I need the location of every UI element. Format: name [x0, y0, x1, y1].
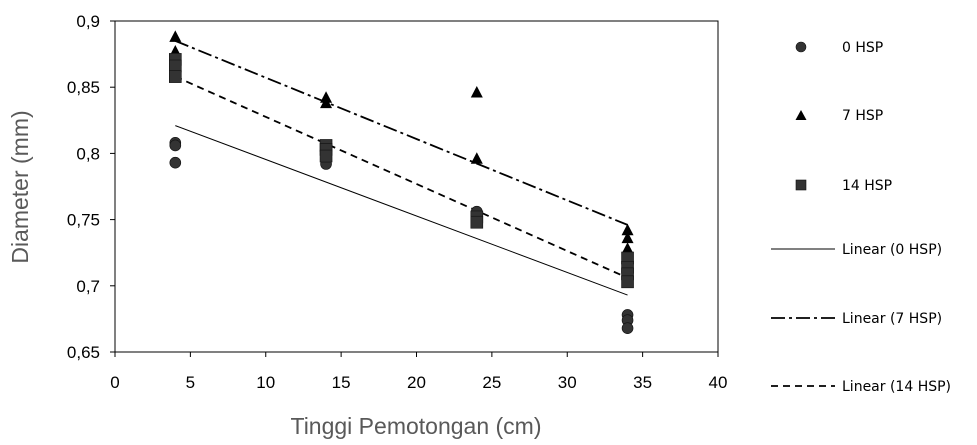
y-tick-label: 0,9 [76, 12, 100, 31]
x-tick-label: 35 [633, 373, 652, 392]
legend-item-linear-0hsp: Linear (0 HSP) [771, 242, 942, 258]
legend-circle-marker [795, 41, 807, 53]
data-point-triangle [621, 231, 634, 244]
y-tick-label: 0,85 [67, 78, 100, 97]
y-tick-label: 0,7 [76, 277, 100, 296]
data-point-triangle [621, 223, 634, 236]
x-tick-label: 30 [558, 373, 577, 392]
legend-item-0hsp: 0 HSP [795, 40, 883, 56]
data-point-triangle [169, 30, 182, 42]
legend-label-linear-14hsp: Linear (14 HSP) [842, 379, 951, 395]
x-tick-label: 25 [482, 373, 501, 392]
plot-area [114, 20, 719, 353]
x-tick-label: 10 [256, 373, 275, 392]
legend-square-marker [795, 179, 807, 191]
trendline-solid [175, 125, 628, 296]
legend: 0 HSP 7 HSP 14 HSP Linear (0 HSP) Linear… [771, 40, 951, 395]
data-point-circle [169, 139, 182, 152]
x-tick-label: 20 [407, 373, 426, 392]
legend-item-linear-14hsp: Linear (14 HSP) [771, 379, 951, 395]
data-point-triangle [470, 85, 483, 98]
y-axis-title: Diameter (mm) [7, 110, 33, 263]
legend-label-linear-7hsp: Linear (7 HSP) [842, 311, 942, 327]
legend-label-14hsp: 14 HSP [842, 178, 892, 194]
trendline-dash-dot [174, 40, 628, 226]
y-tick-label: 0,8 [76, 144, 100, 163]
tick-layer: 0 5 10 15 20 25 30 35 40 0,65 0,7 0,75 0,8 0,85 0,9 [67, 12, 728, 392]
data-point-square [621, 275, 634, 289]
legend-label-7hsp: 7 HSP [842, 108, 883, 124]
legend-item-linear-7hsp: Linear (7 HSP) [771, 311, 942, 327]
legend-triangle-marker [795, 110, 807, 120]
data-point-square [319, 149, 333, 163]
data-point-triangle [470, 152, 483, 164]
legend-label-linear-0hsp: Linear (0 HSP) [842, 242, 942, 258]
data-point-circle [621, 322, 634, 334]
y-tick-label: 0,65 [67, 343, 100, 362]
x-tick-label: 15 [332, 373, 351, 392]
trendline-layer [174, 40, 628, 296]
x-tick-label: 5 [186, 373, 195, 392]
trendline-dash [174, 75, 628, 279]
legend-label-0hsp: 0 HSP [842, 40, 883, 56]
x-tick-label: 0 [110, 373, 119, 392]
data-point-circle [169, 156, 182, 169]
legend-item-14hsp: 14 HSP [795, 178, 892, 194]
data-point-square [169, 59, 182, 73]
data-point-square [470, 215, 484, 229]
points-layer [169, 30, 634, 334]
data-point-square [169, 70, 182, 83]
y-tick-label: 0,75 [67, 211, 100, 230]
data-point-triangle [320, 96, 333, 109]
legend-item-7hsp: 7 HSP [795, 108, 883, 124]
data-point-triangle [621, 242, 634, 254]
x-axis-title: Tinggi Pemotongan (cm) [291, 413, 542, 439]
x-tick-label: 40 [709, 373, 728, 392]
